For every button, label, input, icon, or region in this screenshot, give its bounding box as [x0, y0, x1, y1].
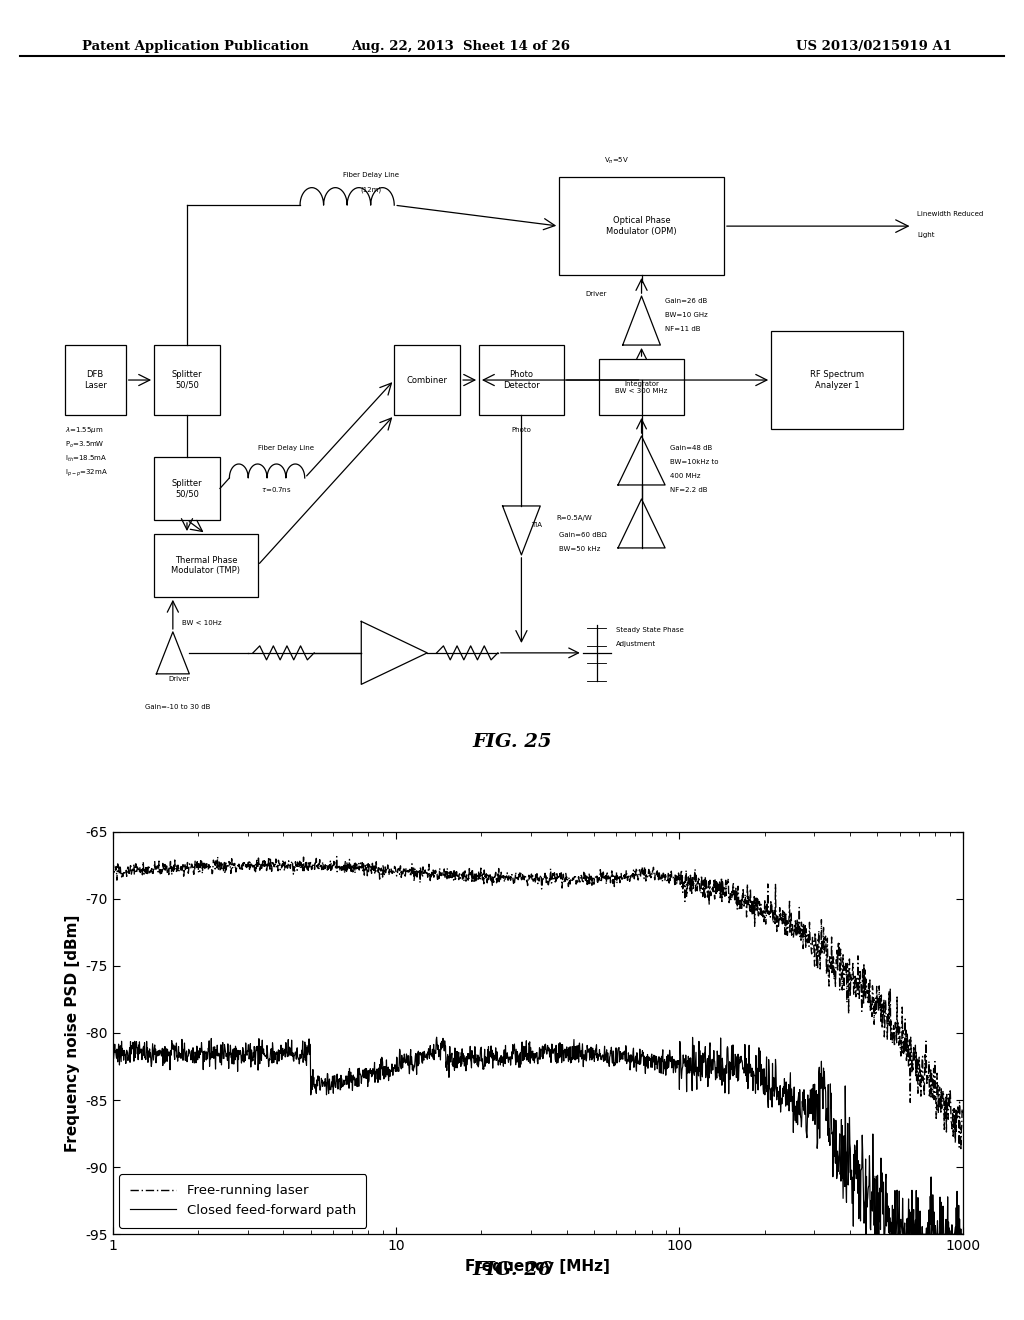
Text: TIA: TIA [530, 521, 542, 528]
Text: R=0.5A/W: R=0.5A/W [557, 515, 593, 521]
Text: BW=10kHz to: BW=10kHz to [670, 459, 718, 465]
Text: Fiber Delay Line: Fiber Delay Line [343, 172, 398, 178]
Text: FIG. 25: FIG. 25 [472, 733, 552, 751]
Text: Steady State Phase: Steady State Phase [615, 627, 683, 632]
Text: Driver: Driver [168, 676, 189, 682]
Text: $\lambda$=1.55$\mu$m: $\lambda$=1.55$\mu$m [65, 425, 103, 436]
X-axis label: Frequency [MHz]: Frequency [MHz] [465, 1258, 610, 1274]
Closed feed-forward path [776, 1092, 788, 1107]
Y-axis label: Frequency noise PSD [dBm]: Frequency noise PSD [dBm] [65, 915, 80, 1151]
Text: Fiber Delay Line: Fiber Delay Line [258, 445, 314, 451]
Text: Light: Light [918, 231, 935, 238]
Free-running laser [954, 1142, 967, 1158]
Text: Patent Application Publication: Patent Application Publication [82, 40, 308, 53]
Text: BW < 10Hz: BW < 10Hz [182, 620, 222, 626]
Text: Optical Phase
Modulator (OPM): Optical Phase Modulator (OPM) [606, 216, 677, 236]
Free-running laser [498, 869, 510, 884]
Text: Driver: Driver [585, 292, 606, 297]
Free-running laser [932, 1105, 944, 1121]
Text: RF Spectrum
Analyzer 1: RF Spectrum Analyzer 1 [810, 371, 864, 389]
Text: V$_\pi$=5V: V$_\pi$=5V [604, 156, 629, 166]
Free-running laser [150, 859, 162, 875]
Text: I$_{th}$=18.5mA: I$_{th}$=18.5mA [65, 454, 106, 463]
Text: Linewidth Reduced: Linewidth Reduced [918, 211, 983, 216]
Legend: Free-running laser, Closed feed-forward path: Free-running laser, Closed feed-forward … [119, 1173, 367, 1228]
Text: Photo
Detector: Photo Detector [503, 371, 540, 389]
Text: Gain=60 dBΩ: Gain=60 dBΩ [559, 532, 607, 539]
Free-running laser [776, 916, 788, 932]
Text: $\tau$=0.7ns: $\tau$=0.7ns [261, 484, 292, 494]
Text: NF=2.2 dB: NF=2.2 dB [670, 487, 708, 492]
Closed feed-forward path [430, 1030, 442, 1045]
Text: BW=50 kHz: BW=50 kHz [559, 546, 600, 553]
Text: US 2013/0215919 A1: US 2013/0215919 A1 [797, 40, 952, 53]
Text: Splitter
50/50: Splitter 50/50 [172, 479, 203, 498]
Text: BW=10 GHz: BW=10 GHz [666, 312, 708, 318]
Closed feed-forward path [933, 1226, 945, 1242]
Text: Gain=48 dB: Gain=48 dB [670, 445, 712, 451]
Closed feed-forward path [860, 1226, 872, 1242]
Free-running laser [932, 1076, 944, 1092]
Text: P$_o$=3.5mW: P$_o$=3.5mW [65, 440, 104, 450]
Line: Closed feed-forward path: Closed feed-forward path [113, 1038, 963, 1234]
Text: FIG. 26: FIG. 26 [472, 1261, 552, 1279]
Text: Gain=26 dB: Gain=26 dB [666, 298, 708, 304]
Text: Thermal Phase
Modulator (TMP): Thermal Phase Modulator (TMP) [171, 556, 241, 576]
Text: Aug. 22, 2013  Sheet 14 of 26: Aug. 22, 2013 Sheet 14 of 26 [351, 40, 570, 53]
Text: NF=11 dB: NF=11 dB [666, 326, 700, 333]
Closed feed-forward path [106, 1043, 119, 1059]
Free-running laser [106, 858, 119, 874]
Text: 400 MHz: 400 MHz [670, 473, 700, 479]
Line: Free-running laser: Free-running laser [113, 857, 963, 1150]
Text: (12m): (12m) [360, 186, 381, 193]
Free-running laser [331, 849, 343, 865]
Text: Combiner: Combiner [407, 375, 447, 384]
Text: Splitter
50/50: Splitter 50/50 [172, 371, 203, 389]
Text: Adjustment: Adjustment [615, 642, 655, 647]
Text: Photo: Photo [511, 428, 531, 433]
Text: DFB
Laser: DFB Laser [84, 371, 106, 389]
Free-running laser [956, 1105, 969, 1121]
Text: Integrator
BW < 300 MHz: Integrator BW < 300 MHz [615, 380, 668, 393]
Text: I$_{p-p}$=32mA: I$_{p-p}$=32mA [65, 467, 108, 479]
Closed feed-forward path [956, 1226, 969, 1242]
Closed feed-forward path [520, 1032, 532, 1048]
Free-running laser [520, 870, 532, 886]
Closed feed-forward path [932, 1226, 944, 1242]
Closed feed-forward path [498, 1045, 510, 1061]
Text: Gain=-10 to 30 dB: Gain=-10 to 30 dB [144, 704, 210, 710]
Closed feed-forward path [150, 1055, 162, 1071]
